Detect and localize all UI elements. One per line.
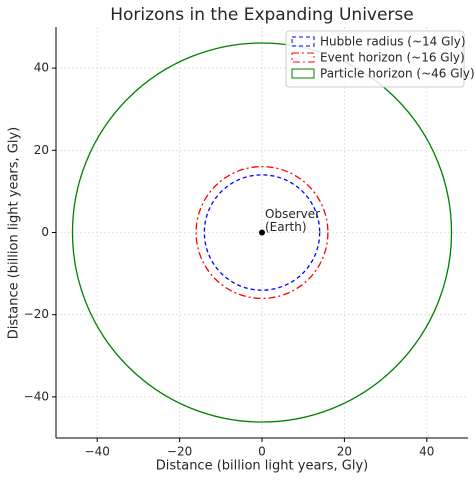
legend-label: Event horizon (~16 Gly) [320, 51, 465, 65]
x-tick-label: 0 [258, 445, 266, 459]
y-tick-label: 0 [41, 225, 49, 239]
y-tick-label: 20 [34, 143, 49, 157]
legend-box [285, 30, 465, 88]
x-tick-label: 40 [419, 445, 434, 459]
horizon-circle [203, 174, 321, 291]
chart-title: Horizons in the Expanding Universe [110, 5, 414, 25]
legend-swatch [291, 36, 315, 47]
legend-swatch [291, 52, 315, 63]
y-tick-label: −40 [24, 389, 49, 403]
point [259, 229, 265, 236]
legend-label: Hubble radius (~14 Gly) [320, 35, 466, 49]
x-tick-label: 20 [337, 445, 352, 459]
x-axis-label: Distance (billion light years, Gly) [156, 459, 369, 474]
legend-label: Particle horizon (~46 Gly) [320, 67, 475, 81]
y-axis-label: Distance (billion light years, Gly) [7, 127, 22, 340]
x-tick-label: −20 [167, 445, 192, 459]
legend-swatch [291, 68, 315, 79]
x-tick-label: −40 [85, 445, 110, 459]
point-label: (Earth) [265, 220, 307, 234]
horizon-circle [71, 42, 453, 423]
y-tick-label: 40 [34, 61, 49, 75]
point-label: Observer [265, 207, 320, 221]
horizon-circle [195, 165, 329, 300]
y-tick-label: −20 [24, 307, 49, 321]
